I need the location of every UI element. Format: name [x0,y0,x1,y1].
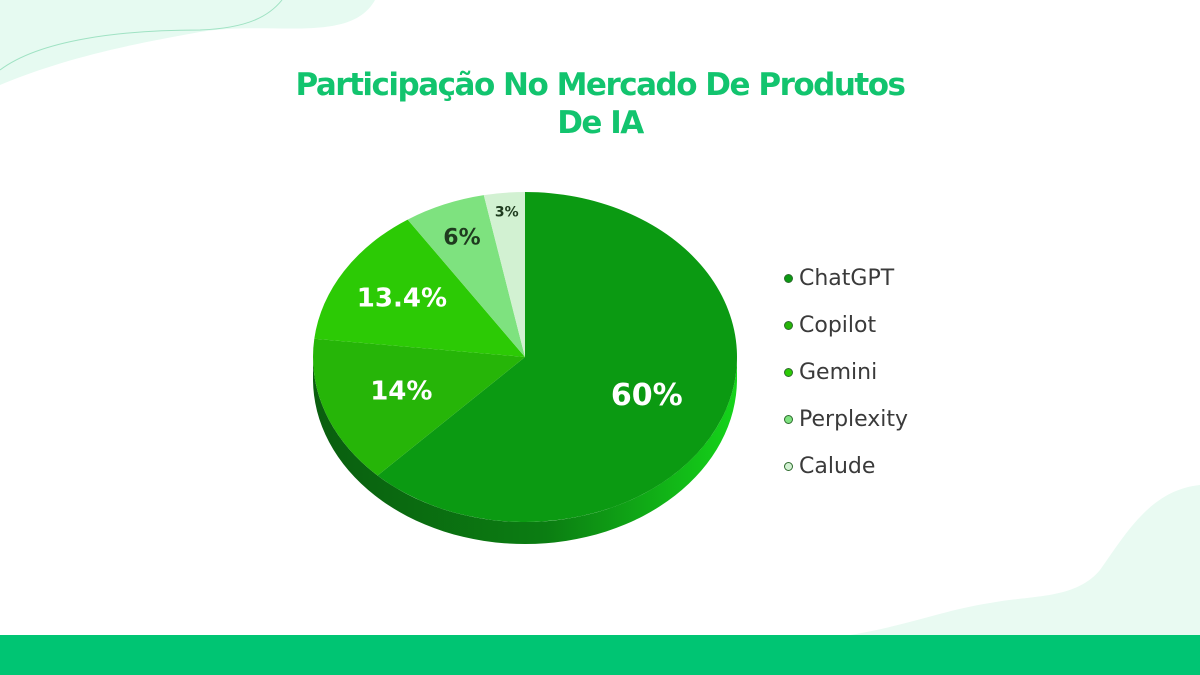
legend-label: Gemini [799,360,878,385]
pie-slice-copilot [313,338,525,476]
legend-marker-icon [784,462,793,471]
legend: ChatGPT Copilot Gemini Perplexity Calude [784,255,908,490]
legend-item-perplexity: Perplexity [784,396,908,443]
legend-label: Calude [799,454,876,479]
legend-label: Copilot [799,313,877,338]
legend-item-calude: Calude [784,443,908,490]
legend-label: ChatGPT [799,266,895,291]
chart-title-line-2: De IA [557,105,644,141]
footer-bar [0,635,1200,675]
legend-marker-icon [784,415,793,424]
chart-title: Participação No Mercado De Produtos De I… [250,66,950,142]
pie-slice-chatgpt [377,192,738,522]
legend-item-copilot: Copilot [784,302,908,349]
pie-slices [313,192,738,522]
legend-label: Perplexity [799,407,909,432]
data-label-chatgpt: 60% [611,378,683,413]
chart-title-line-1: Participação No Mercado De Produtos [295,67,907,103]
data-label-calude: 3% [495,204,519,220]
legend-item-gemini: Gemini [784,349,908,396]
pie-data-labels: 60% 14% 13.4% 6% 3% [357,204,683,412]
data-label-perplexity: 6% [443,226,480,251]
background-wave-top-left [0,0,375,85]
pie-slice-gemini [314,219,525,357]
pie-slice-perplexity [407,195,525,357]
legend-marker-icon [784,274,793,283]
data-label-gemini: 13.4% [357,284,447,314]
data-label-copilot: 14% [370,377,432,407]
legend-marker-icon [784,368,793,377]
legend-item-chatgpt: ChatGPT [784,255,908,302]
legend-marker-icon [784,321,793,330]
pie-slice-calude [483,192,525,357]
background-blob-bottom-right [850,485,1200,635]
